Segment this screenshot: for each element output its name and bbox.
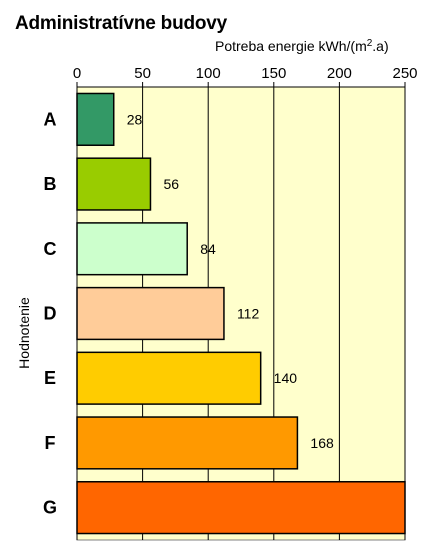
category-label: E [44, 368, 56, 388]
data-label: 84 [200, 241, 216, 257]
category-label: G [43, 498, 57, 518]
data-label: 112 [237, 306, 260, 322]
x-tick-label: 50 [134, 65, 151, 82]
bar-f [76, 416, 299, 470]
category-labels: A B C D E F G [43, 109, 57, 517]
bar-d [76, 286, 225, 341]
category-label: B [44, 174, 57, 194]
x-tick-label: 0 [73, 65, 81, 82]
category-label: C [44, 239, 57, 259]
data-label: 56 [163, 176, 179, 192]
x-tick-label: 150 [261, 65, 286, 82]
x-axis-title: Potreba energie kWh/(m2.a) [215, 38, 389, 54]
category-label: D [44, 304, 57, 324]
bar-b [76, 157, 152, 211]
bar-a [76, 92, 115, 146]
bar-g [76, 481, 406, 535]
y-axis-title: Hodnotenie [16, 297, 32, 369]
category-label: F [45, 433, 56, 453]
x-tick-label: 100 [196, 65, 221, 82]
data-label: 28 [127, 111, 143, 127]
x-tick-label: 250 [392, 65, 417, 82]
x-tick-label: 200 [327, 65, 352, 82]
category-label: A [44, 109, 57, 129]
bar-e [76, 351, 262, 405]
data-labels: 28 56 84 112 140 168 [127, 111, 334, 451]
x-ticks: 0 50 100 150 200 250 [73, 65, 418, 540]
bar-c [76, 222, 188, 276]
data-label: 168 [310, 435, 334, 451]
data-label: 140 [274, 370, 298, 386]
chart-title: Administratívne budovy [15, 13, 228, 34]
